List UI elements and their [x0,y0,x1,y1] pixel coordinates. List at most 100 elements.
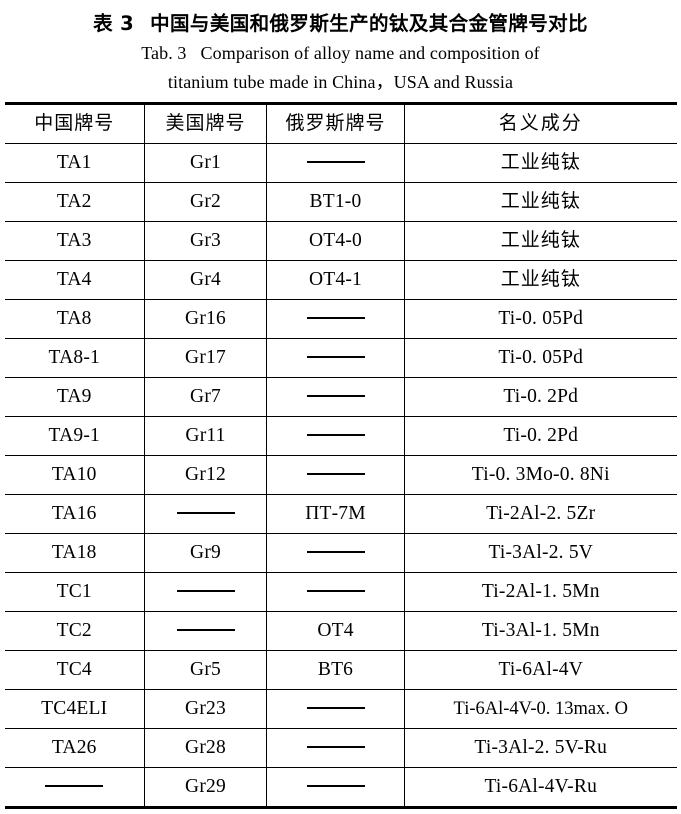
cell-nominal-composition: 工业纯钛 [404,260,677,300]
cell-usa-grade-text: Gr5 [190,659,221,680]
table-row: TA16 ПТ-7М Ti-2Al-2. 5Zr [4,494,677,534]
table-row: TA4 Gr4 OT4-1 工业纯钛 [4,260,677,300]
empty-dash-icon [45,785,104,788]
cell-nominal-composition: 工业纯钛 [404,221,677,261]
table-row: TA10 Gr12 Ti-0. 3Mo-0. 8Ni [4,455,677,495]
table-row: TA8 Gr16 Ti-0. 05Pd [4,299,677,339]
cell-russia-grade-text: OT4-0 [309,230,362,251]
cell-china-grade-text: TA16 [51,503,97,524]
cell-usa-grade-text: Gr1 [190,152,221,173]
cell-nominal-composition-text: Ti-6Al-4V-Ru [484,776,598,797]
empty-dash-icon [306,434,365,437]
cell-china-grade: TC1 [4,572,145,612]
empty-dash-icon [306,551,365,554]
cell-nominal-composition: Ti-2Al-1. 5Mn [404,572,677,612]
cell-china-grade-text: TA4 [56,269,92,290]
cell-russia-grade: OT4-1 [266,260,405,300]
alloy-comparison-table: 中国牌号 美国牌号 俄罗斯牌号 名义成分 TA1 Gr1 工业纯钛 TA2 Gr2 BT1… [4,102,677,809]
cell-usa-grade: Gr3 [144,221,267,261]
cell-china-grade: TA10 [4,455,145,495]
cell-usa-grade: Gr12 [144,455,267,495]
cell-nominal-composition-text: Ti-2Al-2. 5Zr [486,503,596,524]
empty-dash-icon [176,629,235,632]
cell-russia-grade [266,728,405,768]
table-row: TA2 Gr2 BT1-0 工业纯钛 [4,182,677,222]
cell-usa-grade [144,611,267,651]
alloy-table-container: 中国牌号 美国牌号 俄罗斯牌号 名义成分 TA1 Gr1 工业纯钛 TA2 Gr2 BT1… [4,102,677,809]
cell-usa-grade-text: Gr2 [190,191,221,212]
table-row: TA9-1 Gr11 Ti-0. 2Pd [4,416,677,456]
caption-title-en-2: titanium tube made in China，USA and Russ… [167,71,514,92]
cell-russia-grade: ПТ-7М [266,494,405,534]
cell-china-grade [4,767,145,809]
cell-china-grade-text: TA1 [56,152,92,173]
cell-usa-grade-text: Gr3 [190,230,221,251]
cell-china-grade: TA26 [4,728,145,768]
cell-usa-grade-text: Gr28 [185,737,226,758]
cell-china-grade-text: TC1 [56,581,92,602]
cell-russia-grade: OT4-0 [266,221,405,261]
caption-english-line1: Tab. 3 Comparison of alloy name and compo… [0,39,681,68]
cell-nominal-composition-text: Ti-3Al-2. 5V-Ru [474,737,608,758]
cell-china-grade-text: TA9-1 [48,425,100,446]
table-row: TC2 OT4 Ti-3Al-1. 5Mn [4,611,677,651]
cell-russia-grade [266,572,405,612]
cell-china-grade: TA18 [4,533,145,573]
table-row: TA3 Gr3 OT4-0 工业纯钛 [4,221,677,261]
cell-china-grade-text: TA18 [51,542,97,563]
cell-nominal-composition: Ti-6Al-4V-0. 13max. O [404,689,677,729]
cell-nominal-composition: 工业纯钛 [404,182,677,222]
empty-dash-icon [306,707,365,710]
cell-russia-grade-text: OT4 [317,620,354,641]
cell-nominal-composition: Ti-3Al-2. 5V [404,533,677,573]
cell-russia-grade-text: BT1-0 [309,191,362,212]
cell-china-grade-text: TA10 [51,464,97,485]
cell-usa-grade-text: Gr7 [190,386,221,407]
cell-nominal-composition-text: Ti-3Al-1. 5Mn [481,620,600,641]
cell-nominal-composition-text: Ti-0. 2Pd [503,386,579,407]
cell-russia-grade [266,377,405,417]
cell-usa-grade: Gr11 [144,416,267,456]
cell-china-grade: TA16 [4,494,145,534]
table-row: TA8-1 Gr17 Ti-0. 05Pd [4,338,677,378]
empty-dash-icon [306,395,365,398]
cell-china-grade: TA8 [4,299,145,339]
cell-usa-grade: Gr7 [144,377,267,417]
empty-dash-icon [306,473,365,476]
empty-dash-icon [306,785,365,788]
cell-china-grade-text: TA2 [56,191,92,212]
table-number-en: Tab. 3 [141,43,187,63]
cell-russia-grade-text: ПТ-7М [305,503,366,524]
table-row: TC4ELI Gr23 Ti-6Al-4V-0. 13max. O [4,689,677,729]
cell-china-grade-text: TC2 [56,620,92,641]
cell-nominal-composition-text: 工业纯钛 [500,229,581,251]
cell-nominal-composition-text: 工业纯钛 [500,268,581,290]
cell-nominal-composition-text: Ti-0. 2Pd [503,425,579,446]
cell-nominal-composition-text: Ti-0. 3Mo-0. 8Ni [471,464,610,485]
cell-russia-grade: OT4 [266,611,405,651]
cell-china-grade: TA8-1 [4,338,145,378]
table-caption: 表 3 中国与美国和俄罗斯生产的钛及其合金管牌号对比 Tab. 3 Comparis… [0,0,681,96]
cell-nominal-composition-text: 工业纯钛 [500,190,581,212]
empty-dash-icon [306,746,365,749]
cell-russia-grade [266,689,405,729]
cell-china-grade: TA2 [4,182,145,222]
cell-usa-grade: Gr23 [144,689,267,729]
table-head: 中国牌号 美国牌号 俄罗斯牌号 名义成分 [4,102,677,144]
cell-nominal-composition: Ti-3Al-2. 5V-Ru [404,728,677,768]
cell-nominal-composition: Ti-0. 3Mo-0. 8Ni [404,455,677,495]
cell-usa-grade: Gr4 [144,260,267,300]
table-row: TA1 Gr1 工业纯钛 [4,143,677,183]
cell-usa-grade-text: Gr9 [190,542,221,563]
table-row: Gr29 Ti-6Al-4V-Ru [4,767,677,809]
cell-nominal-composition: Ti-0. 2Pd [404,377,677,417]
cell-china-grade: TA9-1 [4,416,145,456]
cell-usa-grade [144,572,267,612]
empty-dash-icon [306,356,365,359]
caption-title-cn: 中国与美国和俄罗斯生产的钛及其合金管牌号对比 [150,12,588,35]
table-number-cn: 表 3 [93,12,135,35]
cell-nominal-composition-text: Ti-6Al-4V-0. 13max. O [453,698,628,719]
column-header-china: 中国牌号 [4,102,145,144]
table-row: TA9 Gr7 Ti-0. 2Pd [4,377,677,417]
